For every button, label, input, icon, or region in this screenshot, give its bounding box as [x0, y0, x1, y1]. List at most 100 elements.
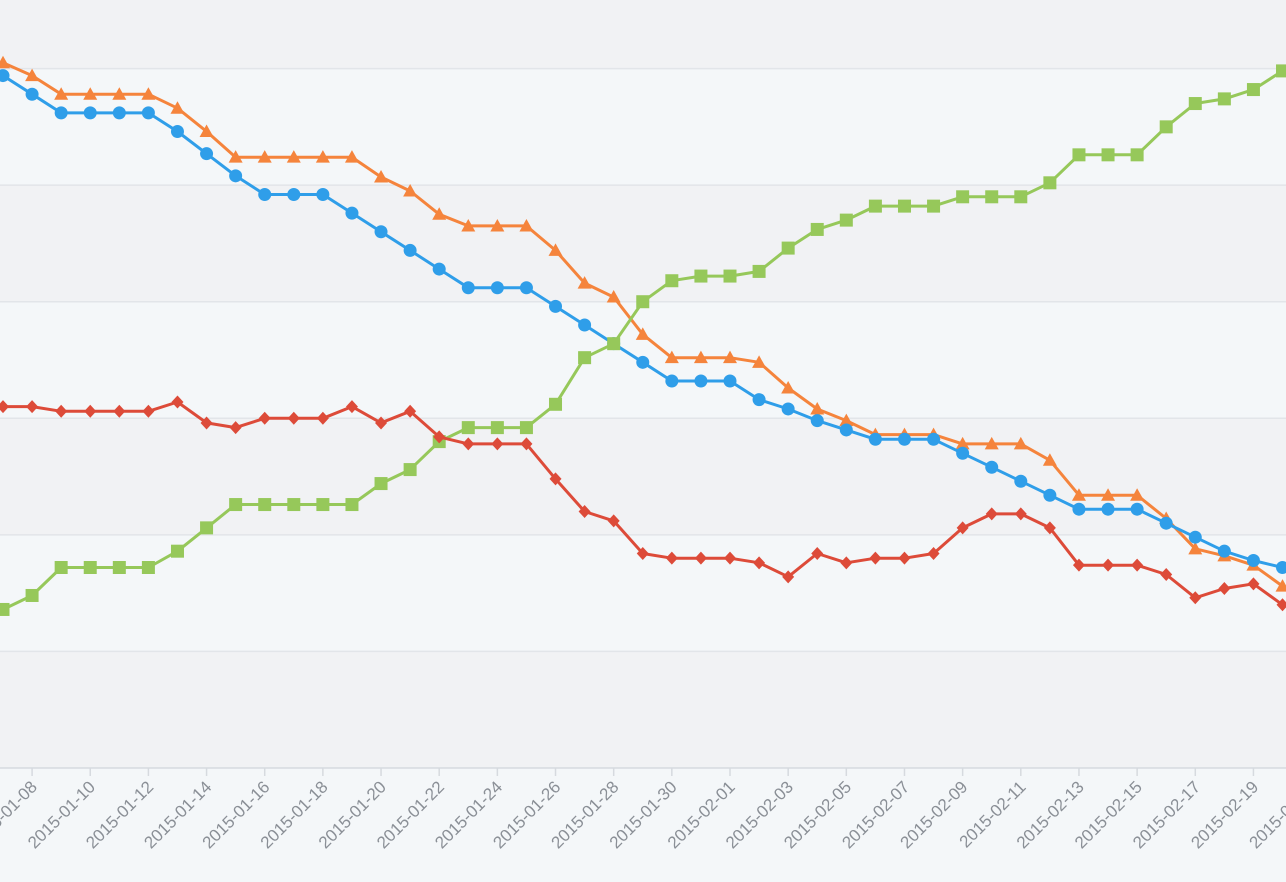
data-point-square [956, 190, 970, 204]
data-point-diamond [55, 404, 68, 418]
data-point-diamond [520, 437, 533, 451]
data-point-circle [83, 106, 97, 120]
data-point-triangle [374, 169, 389, 183]
data-point-triangle [1275, 579, 1286, 592]
data-point-diamond [84, 404, 97, 418]
data-point-square [1217, 92, 1231, 106]
data-point-triangle [606, 290, 621, 303]
data-point-diamond [258, 411, 271, 425]
data-point-square [345, 498, 359, 512]
data-point-diamond [724, 551, 736, 565]
data-point-diamond [113, 404, 126, 418]
data-point-diamond [549, 472, 562, 486]
data-point-diamond [869, 551, 882, 565]
data-point-square [1014, 190, 1028, 204]
band-0 [0, 651, 1286, 768]
data-point-triangle [344, 150, 359, 163]
data-point-triangle [1101, 488, 1116, 501]
data-point-square [781, 241, 795, 255]
data-point-triangle [432, 207, 447, 220]
data-point-diamond [578, 505, 591, 519]
data-point-diamond [1102, 558, 1115, 572]
data-point-square [316, 498, 330, 512]
data-point-triangle [810, 401, 825, 415]
data-point-diamond [1160, 567, 1173, 581]
axis-strip [0, 768, 1286, 882]
data-point-triangle [403, 183, 418, 197]
data-point-square [636, 295, 650, 309]
data-point-diamond [753, 556, 766, 570]
data-point-diamond [811, 547, 824, 561]
data-point-triangle [461, 218, 476, 232]
data-point-square [868, 199, 882, 213]
data-point-square [1043, 176, 1057, 190]
data-point-triangle [635, 327, 650, 340]
data-point-circle [897, 432, 911, 446]
data-point-square [229, 498, 243, 512]
data-point-diamond [433, 430, 446, 444]
data-point-square [519, 421, 533, 435]
data-point-triangle [257, 150, 272, 163]
data-point-circle [578, 318, 592, 332]
data-point-diamond [0, 400, 9, 414]
data-point-triangle [170, 101, 185, 114]
data-point-circle [141, 106, 155, 120]
data-point-square [0, 602, 10, 616]
data-point-diamond [316, 411, 329, 425]
data-point-diamond [636, 547, 649, 561]
data-point-diamond [985, 507, 998, 521]
data-point-triangle [0, 55, 10, 69]
data-point-square [25, 588, 39, 602]
data-point-square [170, 544, 184, 558]
data-point-triangle [112, 87, 127, 100]
series-circle [0, 69, 1286, 574]
data-point-square [810, 222, 824, 236]
data-point-circle [374, 225, 388, 239]
data-point-circle [1246, 554, 1260, 568]
data-point-circle [112, 106, 126, 120]
data-point-triangle [781, 380, 796, 394]
data-point-square [54, 560, 68, 574]
data-point-triangle [519, 218, 534, 232]
data-point-circle [54, 106, 68, 120]
data-point-circle [1130, 502, 1144, 516]
data-point-diamond [782, 570, 795, 584]
data-point-circle [956, 446, 970, 460]
data-point-square [1246, 83, 1260, 97]
data-point-circle [287, 187, 301, 201]
data-point-triangle [664, 350, 679, 364]
data-point-diamond [927, 547, 940, 561]
data-point-diamond [404, 404, 417, 418]
data-point-diamond [26, 400, 39, 414]
data-point-circle [461, 281, 475, 295]
data-point-diamond [142, 404, 155, 418]
data-point-circle [490, 281, 504, 295]
data-point-circle [549, 299, 563, 313]
data-point-triangle [286, 150, 301, 163]
data-point-diamond [200, 416, 213, 430]
data-point-square [607, 337, 621, 351]
data-point-diamond [665, 551, 678, 565]
data-point-circle [927, 432, 941, 446]
data-point-circle [752, 393, 766, 407]
data-point-circle [316, 187, 330, 201]
data-point-square [1159, 120, 1173, 134]
data-point-square [752, 264, 766, 278]
data-point-square [723, 269, 737, 283]
band-4 [0, 185, 1286, 302]
data-point-circle [258, 187, 272, 201]
band-2 [0, 418, 1286, 535]
data-point-circle [839, 423, 853, 437]
data-point-triangle [199, 124, 214, 138]
data-point-circle [1159, 516, 1173, 530]
data-point-triangle [693, 350, 708, 364]
data-point-square [200, 521, 214, 535]
data-point-triangle [839, 413, 854, 427]
data-point-square [1276, 64, 1286, 78]
data-point-diamond [462, 437, 475, 451]
data-point-triangle [548, 243, 563, 256]
data-point-circle [1217, 544, 1231, 558]
data-point-diamond [375, 416, 388, 430]
data-point-diamond [287, 411, 300, 425]
